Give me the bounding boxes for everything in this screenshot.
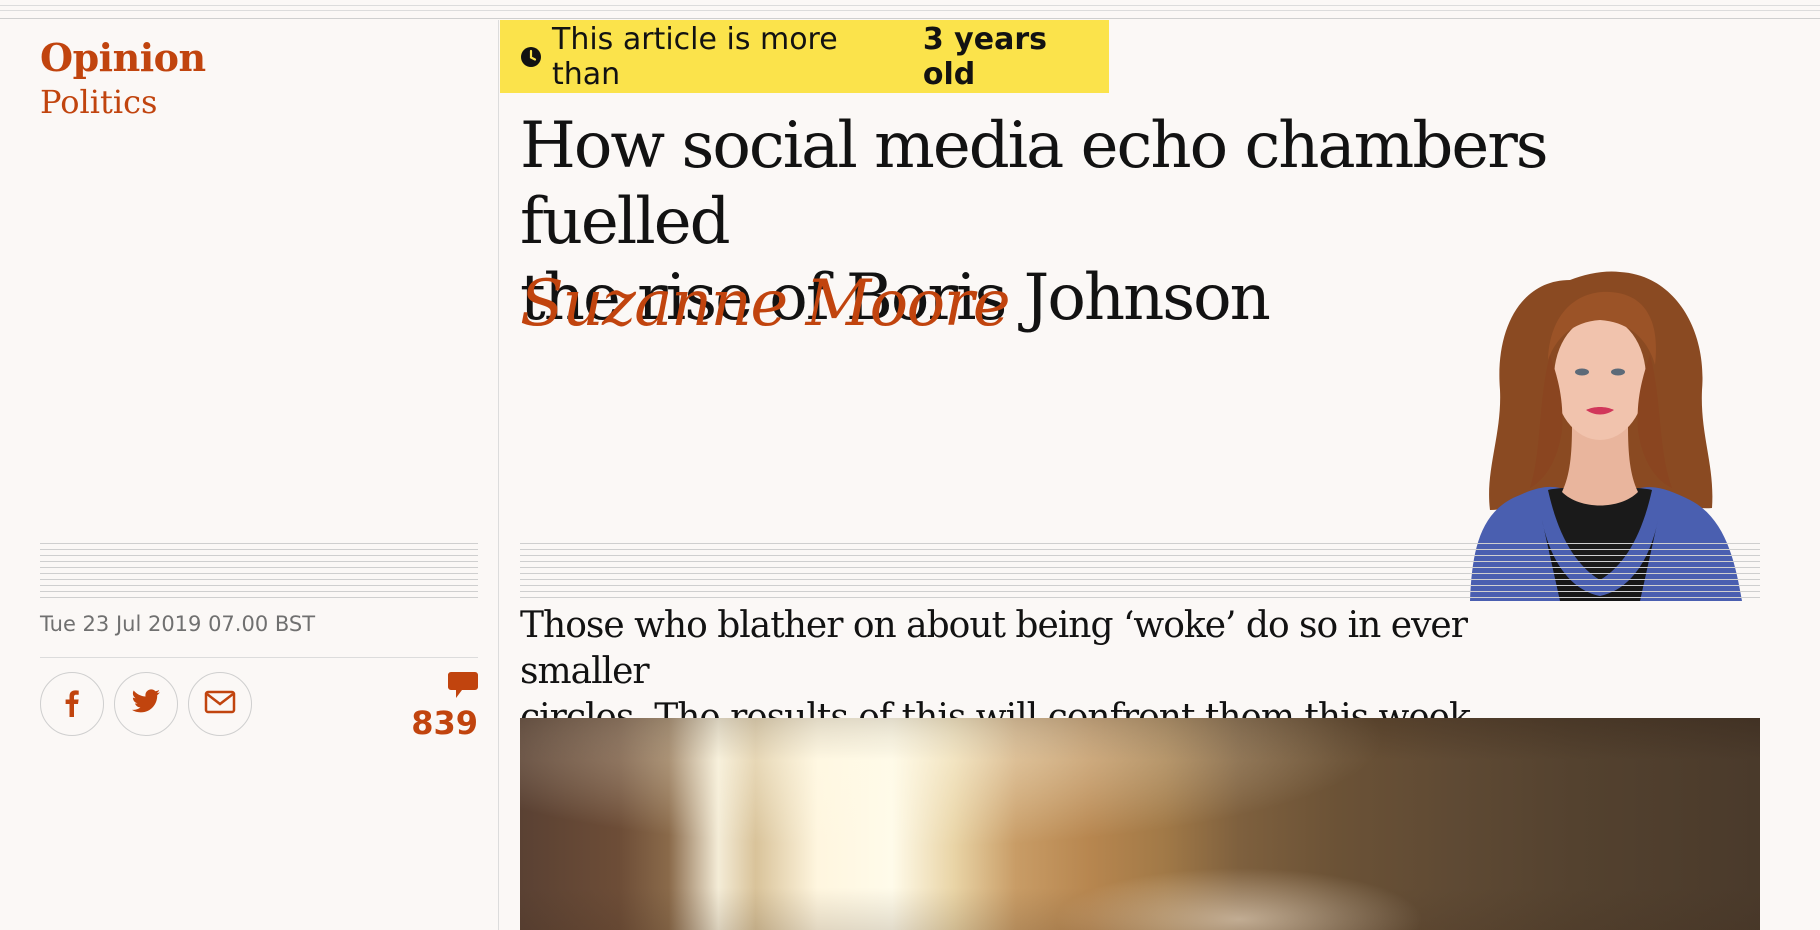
date-divider [40, 657, 478, 658]
share-email-button[interactable] [188, 672, 252, 736]
standfirst-line-1: Those who blather on about being ‘woke’ … [520, 605, 1468, 692]
comment-count: 839 [411, 704, 478, 742]
share-facebook-button[interactable] [40, 672, 104, 736]
facebook-icon [59, 687, 85, 722]
publish-date: Tue 23 Jul 2019 07.00 BST [40, 612, 316, 636]
section-subtitle[interactable]: Politics [40, 83, 158, 121]
age-banner-text: This article is more than [552, 21, 838, 92]
twitter-icon [131, 688, 161, 720]
headline-rules [520, 543, 1760, 599]
comment-bubble-icon [448, 672, 478, 705]
email-icon [204, 690, 236, 719]
share-twitter-button[interactable] [114, 672, 178, 736]
article-age-banner: This article is more than 3 years old [500, 20, 1109, 93]
meta-rules [40, 543, 478, 599]
author-byline[interactable]: Suzanne Moore [520, 267, 1011, 341]
main-article-image [520, 718, 1760, 930]
clock-icon [520, 46, 542, 68]
meta-column [0, 20, 498, 930]
column-divider [498, 20, 499, 930]
headline-line-1: How social media echo chambers fuelled [520, 109, 1549, 259]
article-headline: How social media echo chambers fuelled t… [520, 108, 1760, 336]
comments-link[interactable]: 839 [400, 672, 480, 742]
section-title[interactable]: Opinion [40, 35, 206, 80]
age-banner-age: 3 years old [922, 21, 1047, 92]
top-rule [0, 0, 1820, 20]
headline-line-2: the rise of Boris Johnson [520, 261, 1271, 335]
